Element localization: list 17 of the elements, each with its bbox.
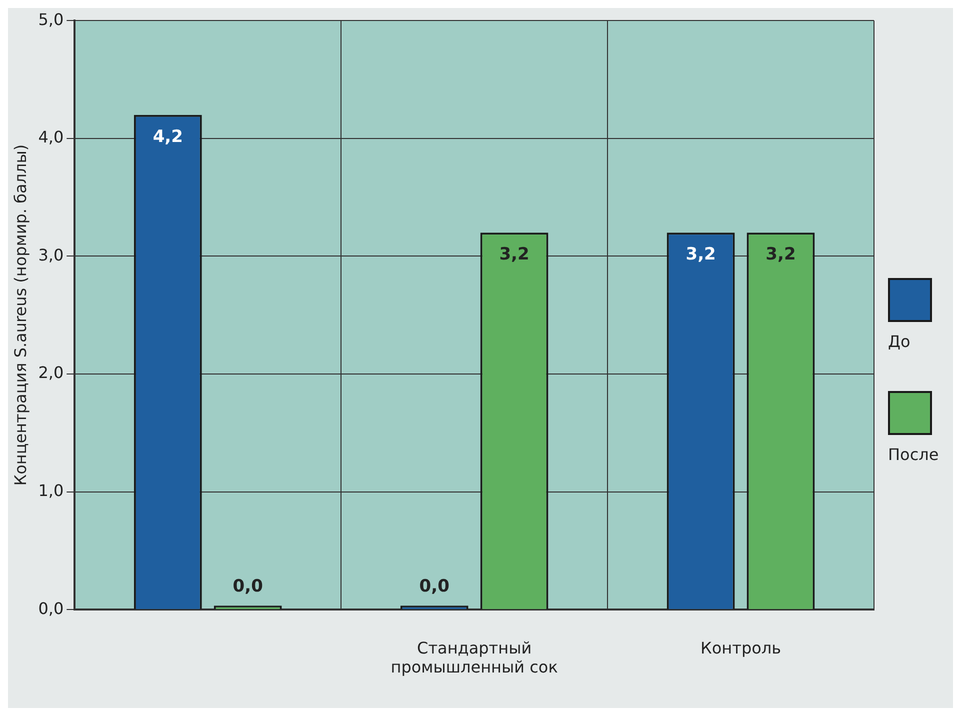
y-tick-label: 1,0 <box>38 480 64 500</box>
y-tick-label: 3,0 <box>38 245 64 264</box>
data-label: 0,0 <box>419 576 450 597</box>
x-tick-label: Стандартный промышленный сок <box>390 638 558 677</box>
data-label: 4,2 <box>152 126 183 147</box>
text: После <box>888 445 939 464</box>
y-axis-title: Концентрация S.aureus (нормир. баллы) <box>10 144 30 486</box>
x-tick-label: Контроль <box>700 638 782 658</box>
y-tick-label: 0,0 <box>38 598 64 618</box>
data-label: 3,2 <box>499 244 530 265</box>
data-label: 0,0 <box>232 576 264 597</box>
y-tick-label: 4,0 <box>38 128 64 147</box>
text: До <box>888 332 910 351</box>
data-label: 3,2 <box>766 244 796 265</box>
y-tick-label: 2,0 <box>38 363 64 382</box>
y-tick-label: 5,0 <box>38 10 64 29</box>
data-label: 3,2 <box>686 244 716 265</box>
